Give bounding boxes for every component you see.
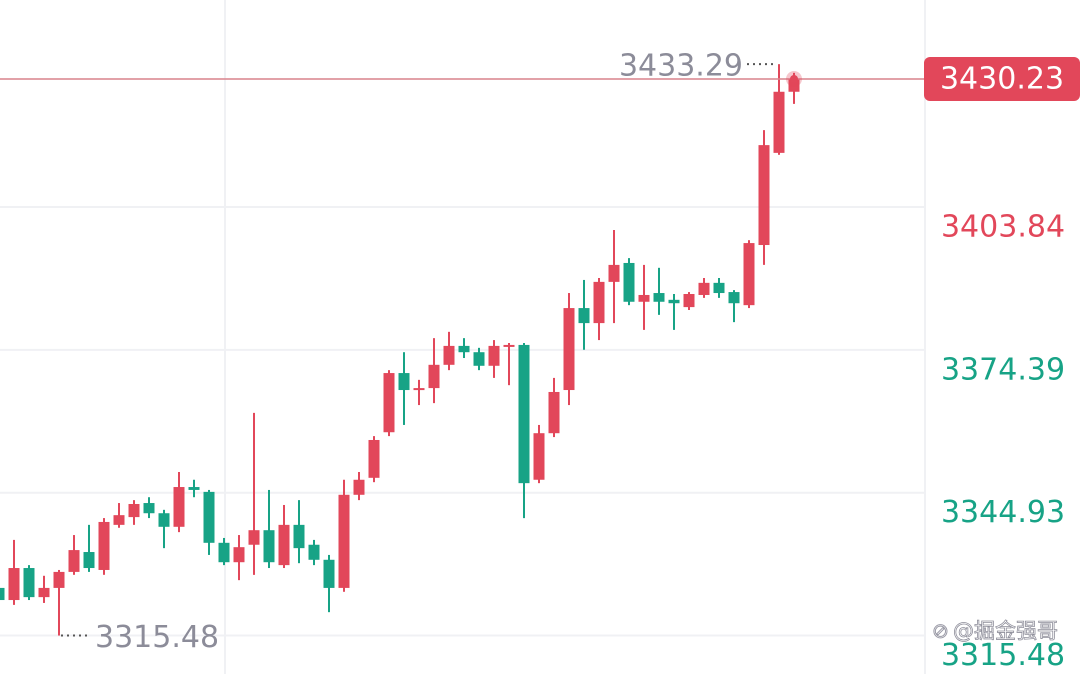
candle-body [113,515,125,525]
candle-body [158,513,170,527]
candle-body [218,542,230,563]
candle-body [8,568,20,601]
candle-body [368,439,380,478]
candle-body [68,550,80,572]
candle-body [548,391,560,434]
candle-body [713,282,725,294]
candle-body [533,433,545,480]
high-annotation: 3433.29 [619,49,743,84]
candle-body [338,494,350,588]
candle-body [188,487,200,490]
candle-body [263,530,275,563]
candle-body [308,544,320,560]
last-price-label: 3430.23 [940,62,1064,97]
candle-body [683,294,695,308]
y-tick-label: 3344.93 [941,495,1065,530]
candle-body [773,91,785,153]
candle-body [23,568,35,598]
candle-body [743,243,755,306]
candle-body [98,521,110,570]
candle-body [0,587,5,601]
candle-body [593,281,605,324]
candle-body [353,479,365,495]
candle-body [608,264,620,282]
candle-body [578,308,590,324]
candle-body [503,344,515,347]
candle-body [233,547,245,563]
candle-body [278,524,290,566]
candle-body [638,294,650,302]
candle-body [398,373,410,391]
candle-body [173,487,185,527]
candle-body [443,345,455,365]
candle-body [143,503,155,514]
candle-body [653,293,665,302]
candle-body [53,571,65,588]
y-tick-label: 3374.39 [941,352,1065,387]
candle-body [698,282,710,295]
candle-body [83,552,95,569]
last-price-dot [790,75,798,84]
candle-body [563,308,575,391]
candle-body [128,504,140,518]
candle-body [248,530,260,545]
low-annotation: 3315.48 [95,620,219,655]
candle-body [788,79,800,92]
candle-body [323,559,335,588]
candle-body [728,292,740,304]
watermark-logo: ⊘ [932,619,949,643]
candle-body [428,364,440,389]
candle-body [518,344,530,484]
candle-body [458,345,470,353]
y-tick-label: 3403.84 [941,209,1065,244]
candle-body [473,352,485,366]
candle-body [383,373,395,433]
candle-body [758,145,770,246]
candle-body [623,262,635,302]
candle-body [293,524,305,549]
overlay: 3315.48 3344.93 3374.39 3403.84 3433.29 3315.… [0,49,1080,673]
last-price-tag [924,57,1080,102]
y-tick-label: 3315.48 [941,638,1065,673]
candle-body [38,587,50,598]
candle-body [413,388,425,391]
candle-body [488,345,500,366]
watermark-group: ⊘ @掘金强哥 [932,618,1059,643]
watermark: @掘金强哥 [953,619,1058,643]
candle-body [668,299,680,304]
candle-body [203,491,215,543]
